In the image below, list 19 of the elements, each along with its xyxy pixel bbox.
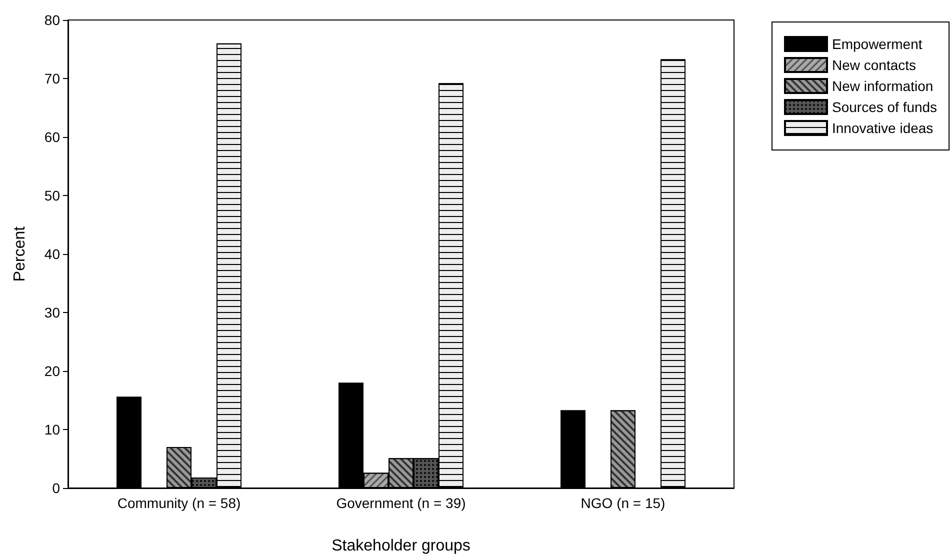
y-tick-label: 0 [52,480,60,496]
legend-label: Innovative ideas [832,120,934,136]
y-tick-label: 40 [44,246,60,262]
y-tick-label: 70 [44,70,60,86]
legend-label: New information [832,78,934,94]
y-tick-label: 60 [44,129,60,145]
y-tick-label: 30 [44,304,60,320]
y-tick-label: 20 [44,363,60,379]
x-tick-label: Community (n = 58) [117,495,241,511]
y-tick-label: 10 [44,422,60,438]
legend-label: Sources of funds [832,99,938,115]
y-axis-title: Percent [12,226,28,282]
legend-label: New contacts [832,57,916,73]
y-tick-label: 80 [44,12,60,28]
x-tick-label: NGO (n = 15) [580,495,666,511]
x-axis-title: Stakeholder groups [332,538,470,554]
legend-label: Empowerment [832,36,922,52]
x-tick-label: Government (n = 39) [336,495,466,511]
y-tick-label: 50 [44,188,60,204]
